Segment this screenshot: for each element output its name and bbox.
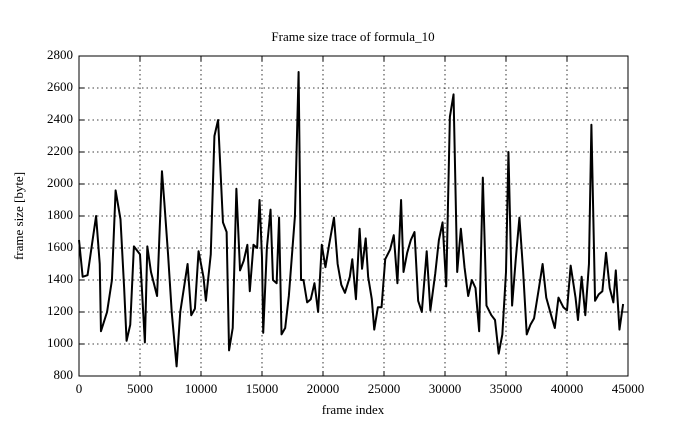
x-tick-label: 30000 [429,381,462,396]
y-tick-label: 1000 [47,335,73,350]
y-tick-label: 800 [54,367,74,382]
y-axis-label: frame size [byte] [11,172,26,260]
y-tick-label: 1200 [47,303,73,318]
x-tick-label: 5000 [127,381,153,396]
data-line [78,71,625,368]
x-tick-label: 35000 [490,381,523,396]
x-tick-label: 0 [76,381,83,396]
x-tick-label: 45000 [612,381,645,396]
plot-frame [78,55,629,377]
chart-title: Frame size trace of formula_10 [271,29,434,44]
x-tick-label: 20000 [307,381,340,396]
x-tick-label: 10000 [185,381,218,396]
y-tick-label: 2000 [47,175,73,190]
x-tick-label: 25000 [368,381,401,396]
y-tick-label: 2600 [47,79,73,94]
y-tick-label: 2800 [47,47,73,62]
x-axis-label: frame index [322,402,385,417]
x-tick-label: 40000 [551,381,584,396]
x-tick-label: 15000 [246,381,279,396]
y-tick-label: 1400 [47,271,73,286]
y-tick-label: 2400 [47,111,73,126]
y-tick-label: 2200 [47,143,73,158]
y-tick-label: 1800 [47,207,73,222]
y-tick-label: 1600 [47,239,73,254]
